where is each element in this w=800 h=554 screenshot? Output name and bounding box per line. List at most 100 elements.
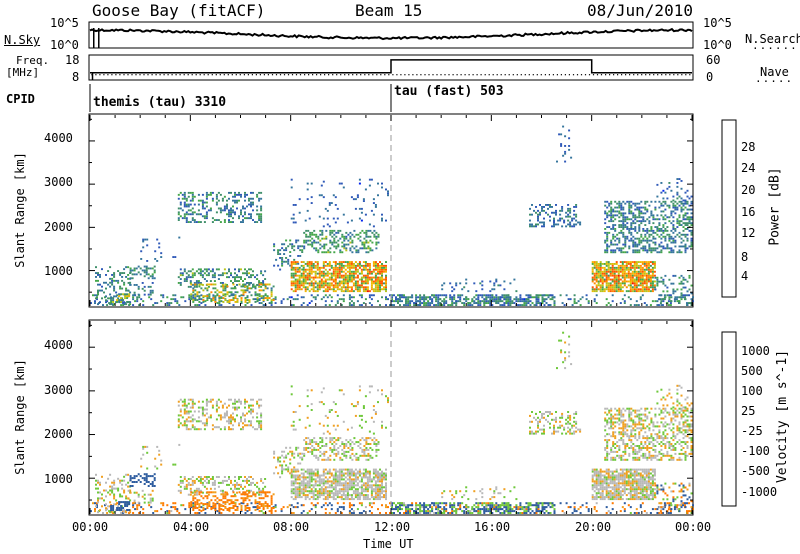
power-cell [337, 231, 340, 234]
power-cell [672, 290, 675, 293]
power-cell [127, 277, 130, 280]
velocity-cell [199, 489, 202, 492]
velocity-cell [240, 493, 243, 496]
velocity-cell [242, 502, 245, 505]
velocity-cell [141, 489, 144, 492]
power-cell [290, 217, 293, 220]
power-cell [381, 266, 383, 269]
power-cell [300, 272, 303, 275]
power-cell [397, 302, 399, 304]
velocity-cell [110, 507, 113, 509]
power-cell [626, 228, 629, 230]
velocity-cell [236, 406, 238, 409]
power-cell [595, 284, 598, 287]
power-cell [326, 296, 329, 299]
velocity-cell [190, 506, 193, 509]
power-cell [686, 302, 688, 304]
power-cell [192, 287, 195, 290]
power-cell [629, 290, 632, 293]
velocity-cell [194, 491, 197, 494]
power-cell [270, 301, 273, 303]
power-cell [97, 283, 99, 286]
power-cell [648, 220, 651, 223]
power-cell [651, 282, 654, 285]
velocity-cell [256, 428, 259, 431]
velocity-cell [192, 499, 195, 502]
power-cell [177, 213, 180, 216]
velocity-cell [218, 503, 221, 506]
power-cell [101, 268, 103, 271]
power-cell [111, 277, 114, 280]
velocity-cell [211, 481, 214, 484]
power-cell [624, 218, 627, 221]
velocity-cell [629, 512, 632, 514]
velocity-cell [242, 414, 244, 417]
power-cell [667, 300, 670, 303]
power-cell [612, 235, 615, 238]
power-cell [183, 278, 186, 280]
power-cell [641, 268, 644, 271]
power-cell [670, 212, 673, 215]
power-cell [260, 289, 263, 292]
power-cell [129, 303, 132, 306]
power-cell [302, 302, 305, 304]
power-cell [668, 220, 671, 223]
velocity-cell [244, 507, 247, 509]
power-cell [99, 301, 101, 304]
power-cell [113, 274, 116, 276]
power-cell [206, 287, 209, 290]
power-cell [341, 235, 344, 238]
velocity-cell [156, 445, 159, 448]
power-cell [334, 266, 337, 269]
velocity-cell [109, 501, 112, 504]
power-cell [252, 298, 255, 301]
velocity-cell [573, 502, 576, 505]
power-cell [509, 298, 512, 301]
velocity-cell [260, 478, 263, 480]
freq-point [560, 74, 562, 76]
power-cell [606, 216, 609, 219]
power-cell [254, 285, 257, 288]
power-cell [595, 264, 598, 267]
power-cell [668, 278, 671, 281]
power-cell [383, 278, 385, 281]
velocity-cell [561, 510, 564, 513]
velocity-cell [197, 476, 200, 478]
power-cell [349, 231, 352, 234]
velocity-cell [183, 402, 186, 405]
power-cell [656, 228, 659, 230]
velocity-cell [244, 414, 246, 417]
power-cell [612, 210, 615, 213]
velocity-cell [195, 478, 198, 480]
velocity-cell [242, 499, 245, 502]
power-cell [676, 288, 679, 291]
power-cell [214, 287, 217, 290]
power-cell [236, 274, 238, 277]
power-cell [675, 298, 678, 301]
velocity-cell [194, 503, 197, 506]
power-cell [676, 197, 679, 200]
power-cell [652, 249, 655, 252]
velocity-cell [370, 506, 373, 509]
power-cell [230, 207, 232, 210]
power-cell [635, 284, 638, 287]
power-cell [613, 290, 616, 293]
power-cell [318, 276, 321, 279]
power-cell [364, 280, 367, 283]
power-cell [242, 205, 244, 208]
power-cell [125, 289, 128, 292]
power-cell [647, 264, 650, 267]
power-cell [535, 304, 538, 306]
power-cell [105, 281, 107, 284]
power-cell [232, 304, 235, 306]
power-cell [320, 184, 323, 187]
power-cell [637, 270, 640, 273]
power-cell [674, 204, 677, 207]
power-cell [445, 302, 448, 304]
velocity-cell [202, 497, 205, 500]
velocity-cell [292, 506, 295, 509]
velocity-cell [433, 502, 436, 505]
velocity-cell [254, 506, 257, 509]
power-cell [379, 266, 381, 269]
velocity-cell [435, 508, 438, 511]
